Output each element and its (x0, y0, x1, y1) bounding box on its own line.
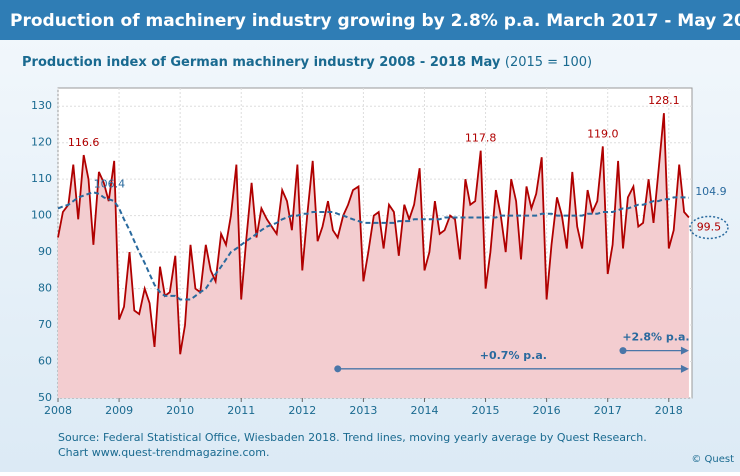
highlight-ellipse (689, 215, 729, 240)
x-tick-label: 2018 (655, 404, 683, 417)
x-tick-label: 2011 (227, 404, 255, 417)
value-label: 128.1 (648, 94, 680, 107)
y-tick-label: 60 (38, 355, 52, 368)
arrow-start (334, 365, 342, 373)
y-tick-label: 100 (31, 209, 52, 222)
value-label: 119.0 (587, 127, 619, 140)
value-label: 99.5 (697, 220, 722, 233)
arrow-head (680, 364, 689, 373)
y-tick-label: 130 (31, 99, 52, 112)
x-tick-label: 2013 (349, 404, 377, 417)
data-line (57, 113, 690, 355)
header-bar (0, 0, 740, 40)
y-tick-label: 80 (38, 282, 52, 295)
subtitle-note: (2015 = 100) (505, 55, 592, 70)
annotation: +0.7% p.a. (480, 349, 547, 362)
source-text: Source: Federal Statistical Office, Wies… (58, 431, 647, 444)
subtitle-main: Production index of German machinery ind… (22, 55, 501, 70)
value-label: 106.4 (94, 177, 126, 190)
arrow-start (619, 347, 627, 355)
trend-line (57, 191, 689, 301)
y-tick-label: 70 (38, 318, 52, 331)
value-label: 104.9 (695, 185, 727, 198)
x-tick-label: 2010 (166, 404, 194, 417)
y-tick-label: 120 (31, 136, 52, 149)
x-tick-label: 2015 (472, 404, 500, 417)
x-tick-label: 2017 (594, 404, 622, 417)
x-tick-label: 2012 (288, 404, 316, 417)
credit: © Quest (691, 454, 734, 465)
x-tick-label: 2009 (105, 404, 133, 417)
value-label: 117.8 (465, 132, 497, 145)
chart-subtitle: Production index of German machinery ind… (22, 55, 592, 70)
arrow-head (680, 346, 689, 355)
area (58, 113, 689, 398)
x-tick-label: 2008 (44, 404, 72, 417)
value-label: 116.6 (68, 136, 100, 149)
y-tick-label: 50 (38, 391, 52, 404)
y-tick-label: 110 (31, 172, 52, 185)
chart-title: Production of machinery industry growing… (10, 11, 740, 31)
x-tick-label: 2014 (410, 404, 438, 417)
x-tick-label: 2016 (533, 404, 561, 417)
y-tick-label: 90 (38, 245, 52, 258)
annotation: +2.8% p.a. (622, 331, 689, 344)
source-text: Chart www.quest-trendmagazine.com. (58, 446, 270, 459)
